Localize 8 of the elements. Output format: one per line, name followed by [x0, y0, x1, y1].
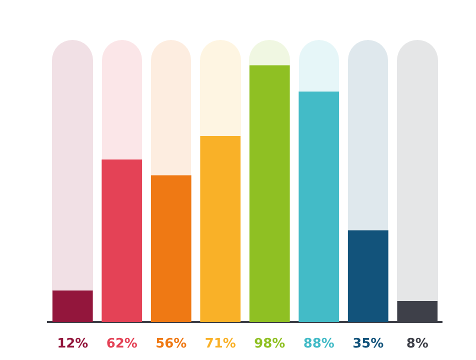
data-label: 12%	[57, 336, 88, 352]
data-label: 98%	[254, 336, 286, 352]
data-label: 56%	[156, 336, 187, 352]
data-label: 71%	[204, 336, 236, 352]
data-label: 62%	[106, 336, 138, 352]
data-label: 88%	[303, 336, 334, 352]
data-label: 8%	[406, 336, 428, 352]
data-label: 35%	[352, 336, 384, 352]
